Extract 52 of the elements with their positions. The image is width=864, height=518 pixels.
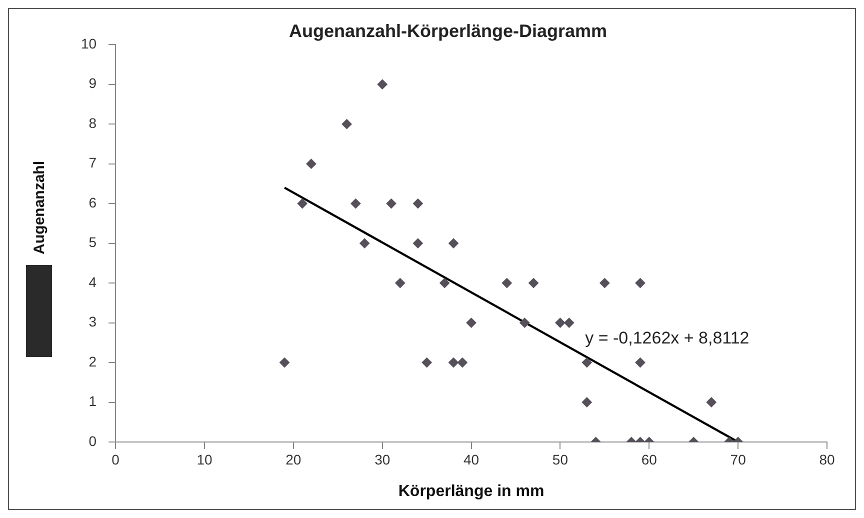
point bbox=[280, 358, 290, 368]
point bbox=[395, 278, 406, 288]
x-tick-label: 0 bbox=[112, 451, 120, 468]
annotation: y = -0,1262x + 8,8112 bbox=[585, 328, 750, 348]
x-tick-label: 60 bbox=[641, 451, 658, 468]
y-tick-label: 0 bbox=[88, 432, 97, 449]
point bbox=[600, 278, 610, 288]
point bbox=[635, 278, 646, 288]
x-tick-label: 50 bbox=[552, 451, 568, 468]
point bbox=[635, 358, 646, 368]
chart-title: Augenanzahl-Körperlänge-Diagramm bbox=[288, 20, 608, 41]
point bbox=[582, 397, 592, 408]
y-tick-label: 6 bbox=[88, 194, 97, 210]
y-tick-label: 1 bbox=[88, 393, 97, 410]
point bbox=[297, 198, 308, 209]
y-axis-title: Augenanzahl bbox=[30, 161, 48, 255]
x-tick-label: 80 bbox=[819, 451, 835, 468]
point bbox=[564, 318, 574, 328]
point bbox=[386, 198, 396, 209]
x-tick-label: 30 bbox=[374, 451, 390, 468]
point bbox=[502, 278, 512, 288]
point bbox=[412, 238, 423, 248]
point bbox=[448, 238, 458, 248]
point bbox=[706, 397, 716, 408]
point bbox=[350, 198, 361, 209]
y-tick-label: 7 bbox=[88, 154, 97, 171]
point bbox=[448, 358, 458, 368]
y-tick-label: 3 bbox=[88, 314, 97, 330]
x-tick-label: 70 bbox=[730, 451, 746, 468]
point bbox=[457, 358, 468, 368]
point bbox=[422, 358, 432, 368]
point bbox=[412, 198, 423, 209]
point bbox=[342, 119, 352, 130]
point bbox=[466, 318, 476, 328]
point bbox=[440, 278, 450, 288]
point bbox=[520, 318, 530, 328]
y-tick-label: 2 bbox=[88, 353, 97, 370]
point bbox=[360, 238, 370, 248]
y-tick-label: 9 bbox=[88, 75, 97, 92]
point bbox=[555, 318, 566, 328]
y-tick-label: 4 bbox=[88, 274, 97, 290]
point bbox=[377, 79, 388, 90]
x-axis-title: Körperlänge in mm bbox=[398, 482, 544, 500]
y-tick-label: 10 bbox=[80, 35, 97, 52]
point bbox=[528, 278, 539, 288]
x-tick-label: 20 bbox=[286, 451, 302, 468]
point bbox=[306, 158, 316, 169]
x-tick-label: 40 bbox=[463, 451, 480, 468]
y-tick-label: 5 bbox=[88, 234, 97, 250]
x-tick-label: 10 bbox=[196, 451, 212, 468]
point bbox=[582, 358, 592, 368]
y-tick-label: 8 bbox=[88, 114, 97, 131]
